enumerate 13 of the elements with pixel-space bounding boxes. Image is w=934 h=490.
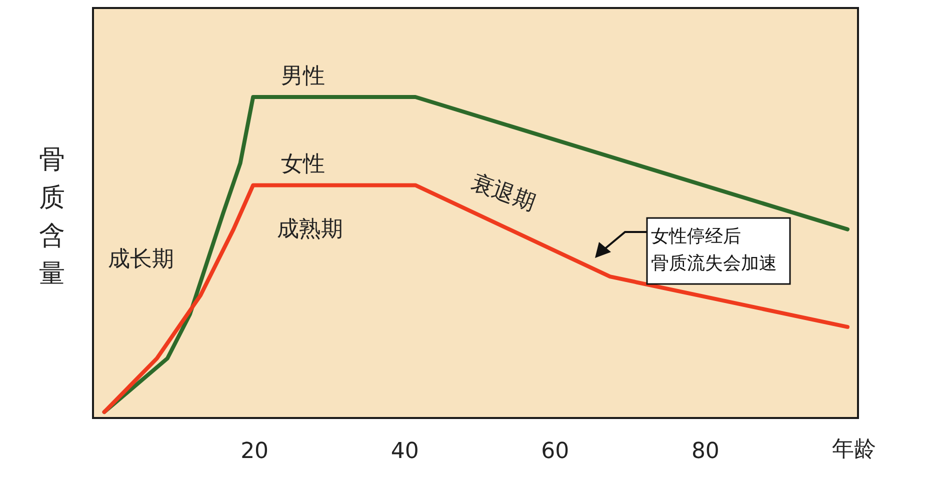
annotation: 衰退期 <box>468 170 539 216</box>
annotation: 骨质流失会加速 <box>651 253 777 274</box>
annotation: 成长期 <box>108 247 174 272</box>
x-tick-label: 40 <box>390 439 419 464</box>
annotation: 成熟期 <box>277 217 343 242</box>
series-label: 男性 <box>281 64 326 89</box>
x-tick-label: 20 <box>240 439 269 464</box>
x-tick-label: 80 <box>691 439 720 464</box>
y-axis-title: 骨质含量 <box>39 145 65 289</box>
annotation: 女性停经后 <box>651 226 741 247</box>
x-tick-label: 60 <box>541 439 570 464</box>
series-label: 女性 <box>281 152 326 178</box>
x-axis-title: 年龄 <box>832 437 876 462</box>
